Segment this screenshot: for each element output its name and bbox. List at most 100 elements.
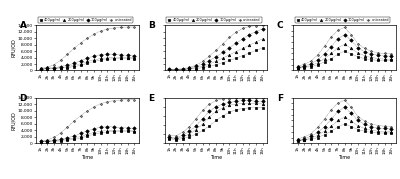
200µg/ml: [180, 136, 185, 138]
100µg/ml: [362, 123, 367, 125]
400µg/ml: [369, 131, 374, 134]
400µg/ml: [322, 61, 327, 63]
200µg/ml: [240, 47, 245, 50]
100µg/ml: [38, 140, 43, 142]
untreated: [92, 106, 96, 108]
untreated: [296, 138, 300, 140]
untreated: [118, 99, 123, 101]
200µg/ml: [260, 103, 265, 105]
Line: 100µg/ml: 100µg/ml: [40, 53, 136, 70]
400µg/ml: [369, 59, 374, 61]
untreated: [302, 63, 307, 65]
untreated: [194, 118, 198, 120]
untreated: [220, 43, 225, 45]
Legend: 400µg/ml, 200µg/ml, 100µg/ml, untreated: 400µg/ml, 200µg/ml, 100µg/ml, untreated: [166, 17, 262, 23]
400µg/ml: [240, 54, 245, 57]
400µg/ml: [200, 129, 205, 132]
untreated: [227, 36, 232, 38]
200µg/ml: [132, 57, 136, 59]
200µg/ml: [227, 104, 232, 106]
200µg/ml: [309, 137, 314, 139]
X-axis label: Time: Time: [210, 155, 222, 160]
400µg/ml: [52, 140, 56, 142]
100µg/ml: [118, 127, 123, 129]
100µg/ml: [342, 106, 347, 108]
400µg/ml: [132, 58, 136, 60]
untreated: [336, 102, 340, 104]
100µg/ml: [78, 60, 83, 62]
100µg/ml: [302, 65, 307, 67]
untreated: [72, 47, 76, 50]
100µg/ml: [98, 54, 103, 56]
Text: A: A: [20, 21, 26, 30]
400µg/ml: [389, 132, 394, 134]
100µg/ml: [98, 126, 103, 128]
200µg/ml: [336, 47, 340, 49]
400µg/ml: [302, 67, 307, 69]
400µg/ml: [296, 67, 300, 69]
400µg/ml: [336, 126, 340, 128]
100µg/ml: [296, 139, 300, 141]
400µg/ml: [125, 57, 130, 60]
200µg/ml: [72, 64, 76, 66]
100µg/ml: [349, 39, 354, 42]
400µg/ml: [65, 139, 70, 141]
200µg/ml: [220, 57, 225, 59]
untreated: [369, 50, 374, 52]
400µg/ml: [247, 107, 252, 109]
untreated: [260, 24, 265, 26]
Line: untreated: untreated: [296, 98, 393, 140]
untreated: [45, 139, 50, 141]
400µg/ml: [38, 141, 43, 143]
untreated: [309, 60, 314, 62]
200µg/ml: [342, 116, 347, 118]
200µg/ml: [302, 66, 307, 68]
200µg/ml: [362, 55, 367, 57]
untreated: [316, 54, 320, 56]
200µg/ml: [207, 63, 212, 65]
Text: F: F: [277, 94, 283, 103]
100µg/ml: [180, 134, 185, 136]
400µg/ml: [316, 64, 320, 66]
100µg/ml: [309, 135, 314, 137]
200µg/ml: [356, 52, 360, 54]
Line: 400µg/ml: 400µg/ml: [296, 50, 392, 69]
200µg/ml: [85, 133, 90, 135]
untreated: [92, 33, 96, 35]
200µg/ml: [38, 68, 43, 70]
untreated: [247, 97, 252, 99]
100µg/ml: [260, 100, 265, 102]
400µg/ml: [322, 134, 327, 136]
untreated: [329, 109, 334, 111]
200µg/ml: [389, 131, 394, 133]
Line: untreated: untreated: [39, 25, 136, 69]
100µg/ml: [296, 66, 300, 68]
100µg/ml: [369, 126, 374, 128]
100µg/ml: [254, 30, 258, 33]
100µg/ml: [58, 138, 63, 140]
untreated: [167, 134, 172, 136]
400µg/ml: [220, 115, 225, 117]
400µg/ml: [356, 129, 360, 131]
400µg/ml: [45, 68, 50, 70]
400µg/ml: [247, 52, 252, 54]
200µg/ml: [329, 52, 334, 55]
100µg/ml: [376, 127, 380, 129]
400µg/ml: [329, 57, 334, 60]
400µg/ml: [72, 138, 76, 140]
200µg/ml: [296, 139, 300, 141]
Line: untreated: untreated: [168, 24, 264, 71]
200µg/ml: [382, 131, 387, 133]
200µg/ml: [329, 125, 334, 127]
untreated: [105, 28, 110, 30]
Line: untreated: untreated: [168, 96, 264, 137]
400µg/ml: [342, 123, 347, 125]
400µg/ml: [356, 56, 360, 58]
100µg/ml: [187, 67, 192, 69]
Legend: 400µg/ml, 200µg/ml, 100µg/ml, untreated: 400µg/ml, 200µg/ml, 100µg/ml, untreated: [295, 17, 390, 23]
untreated: [78, 115, 83, 117]
200µg/ml: [45, 67, 50, 70]
100µg/ml: [214, 56, 218, 58]
100µg/ml: [220, 51, 225, 53]
100µg/ml: [180, 68, 185, 70]
